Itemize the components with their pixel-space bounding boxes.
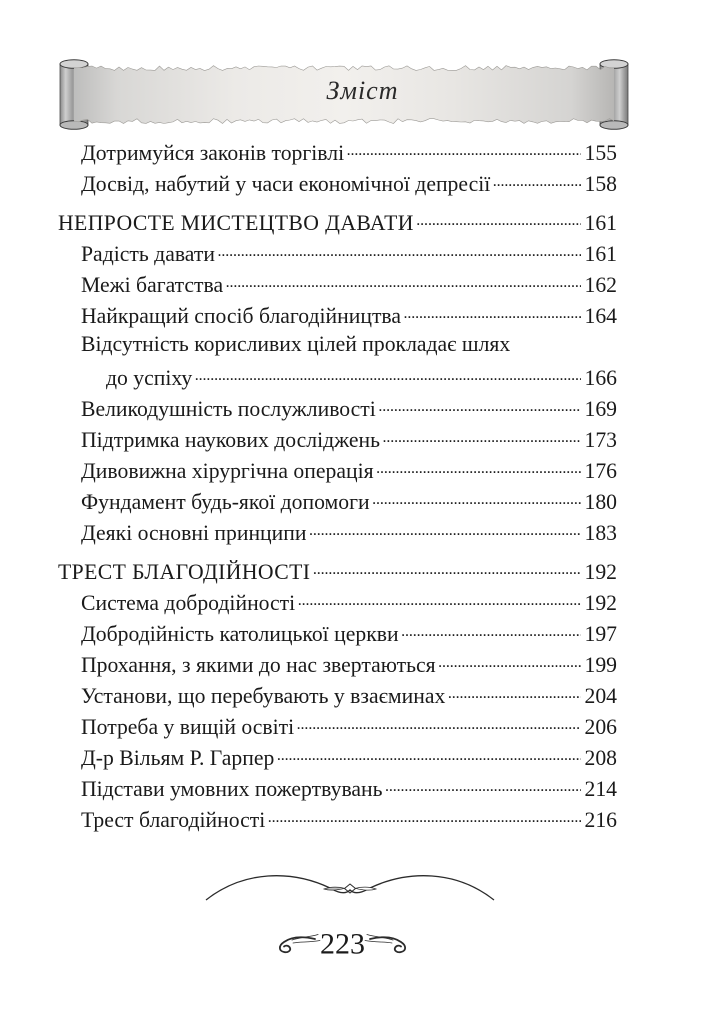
- svg-text:223: 223: [320, 928, 365, 961]
